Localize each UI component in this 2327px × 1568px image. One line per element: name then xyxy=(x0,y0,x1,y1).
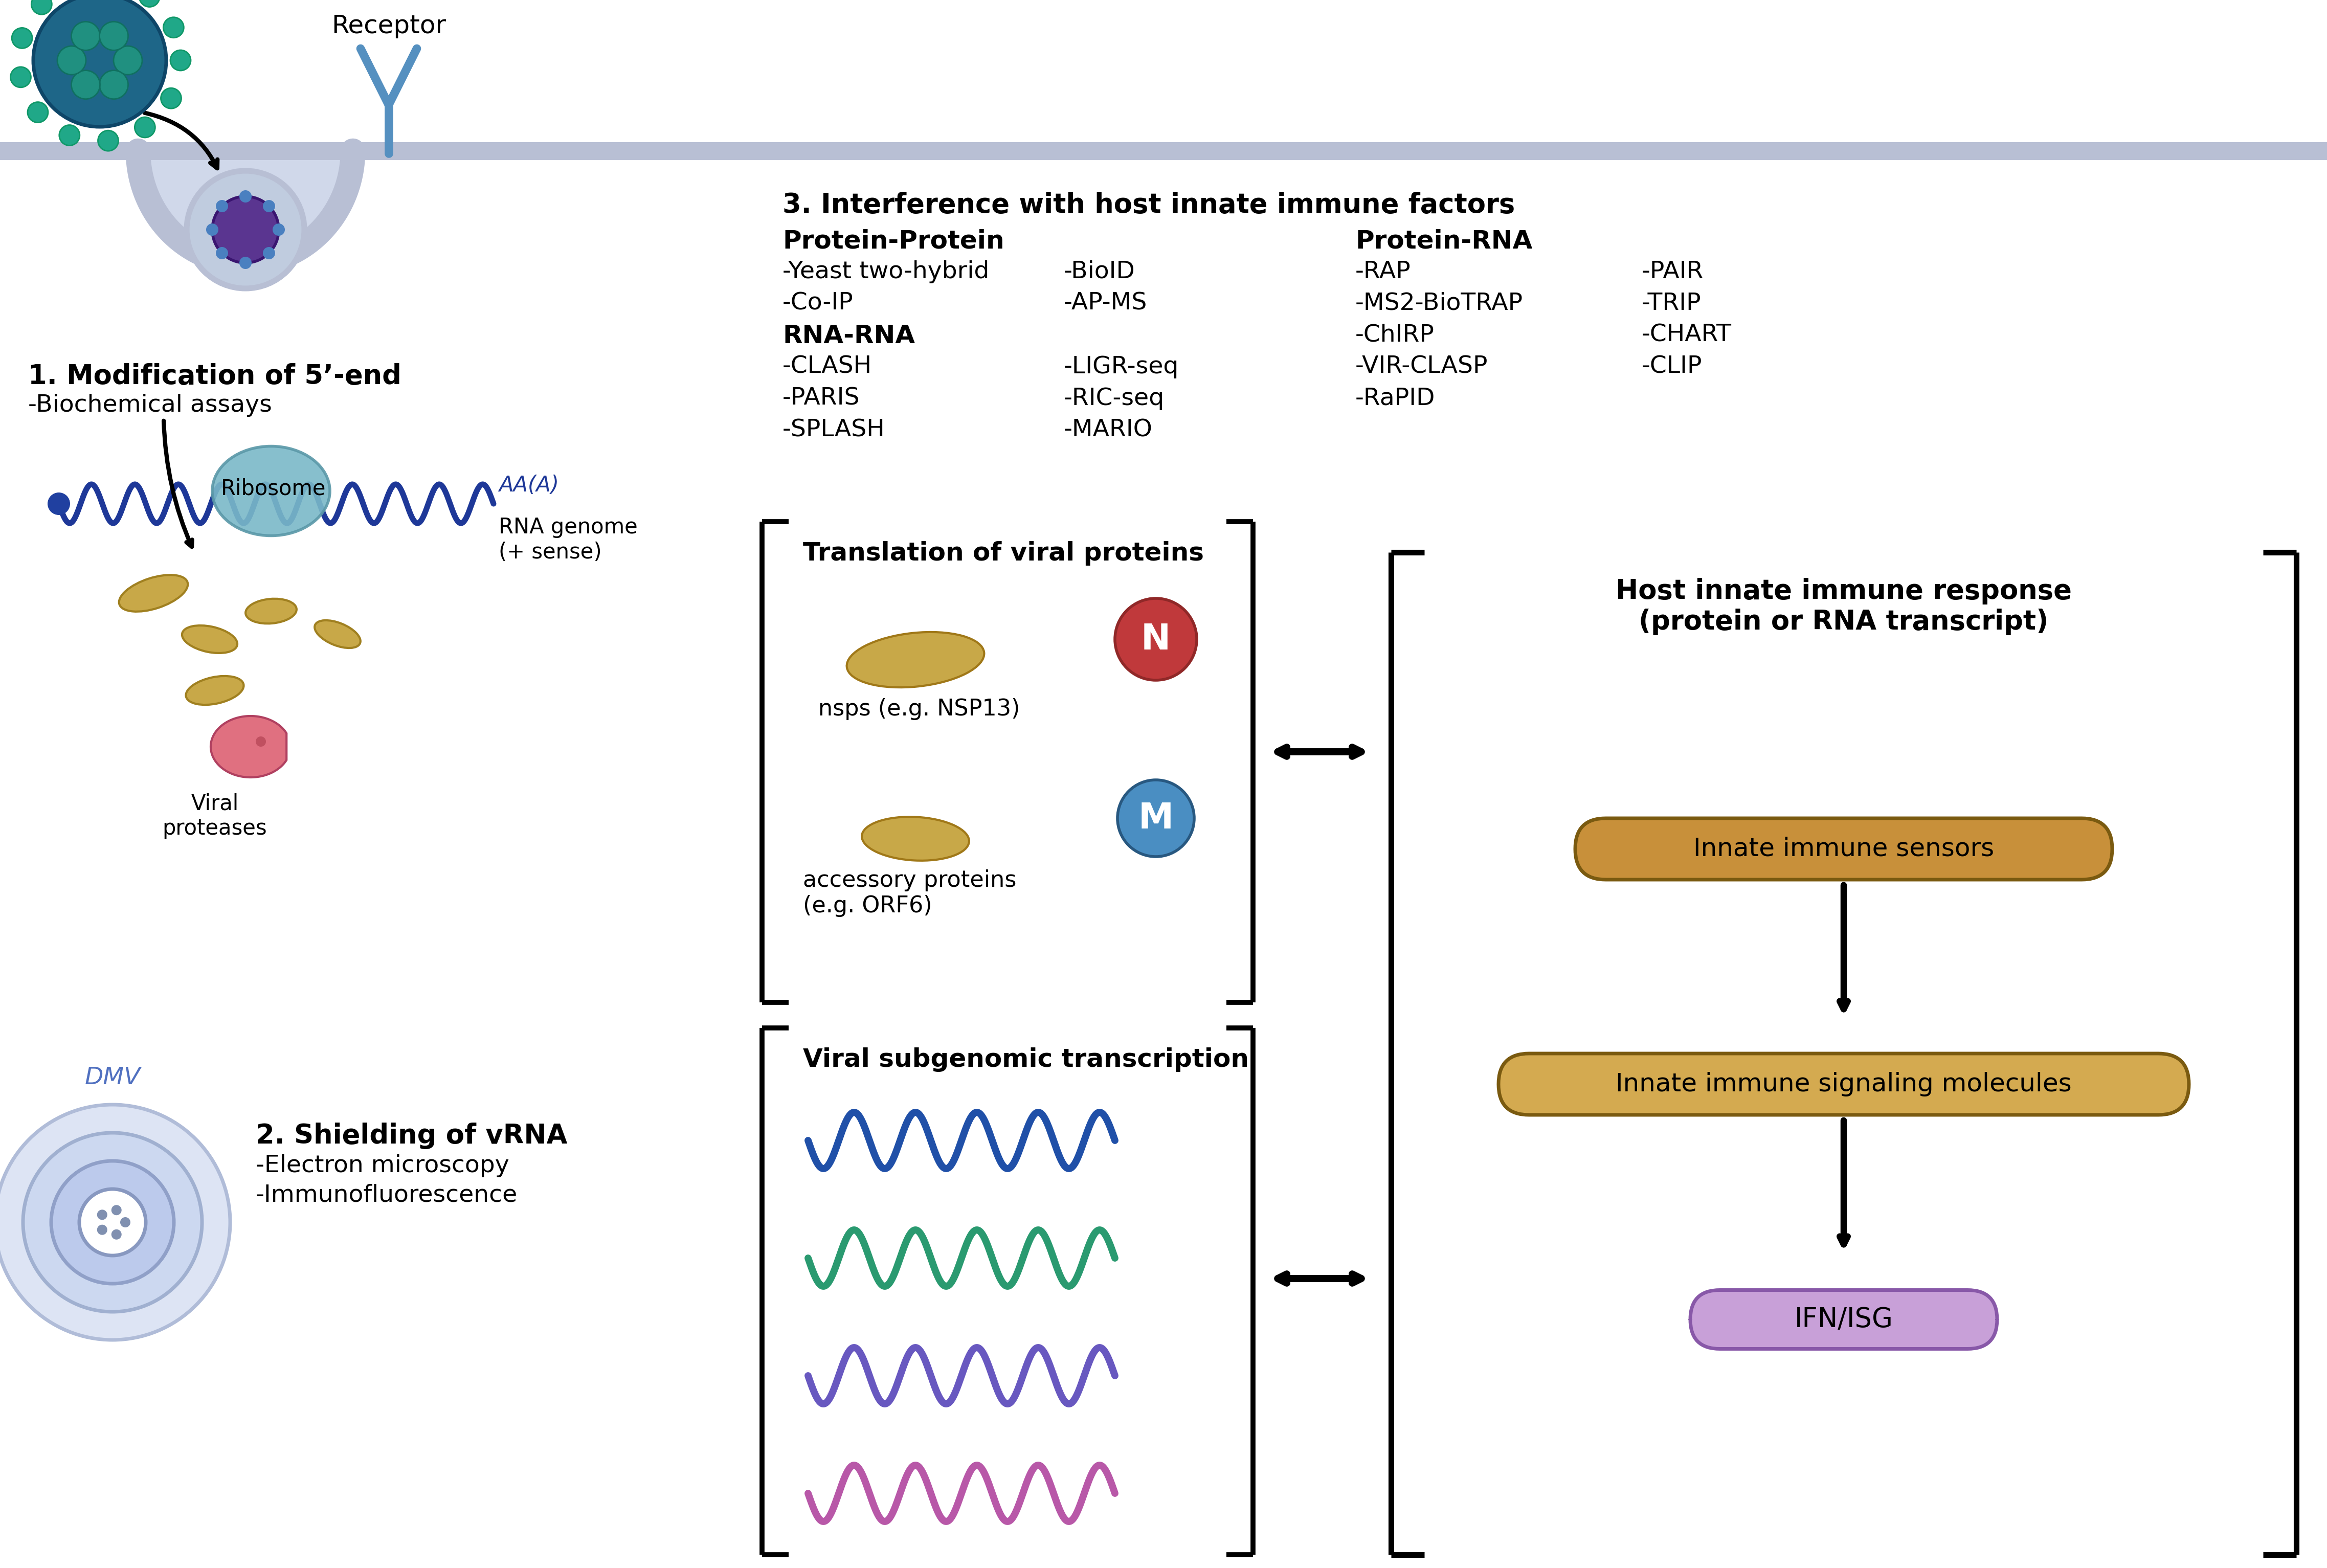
Text: -SPLASH: -SPLASH xyxy=(782,419,884,442)
Circle shape xyxy=(79,1189,147,1256)
Text: -RAP: -RAP xyxy=(1354,260,1410,284)
Text: -BioID: -BioID xyxy=(1063,260,1136,284)
Text: -MARIO: -MARIO xyxy=(1063,419,1152,442)
Circle shape xyxy=(30,0,51,14)
Text: Translation of viral proteins: Translation of viral proteins xyxy=(803,541,1203,566)
Text: -TRIP: -TRIP xyxy=(1641,292,1701,315)
Text: -ChIRP: -ChIRP xyxy=(1354,323,1433,347)
Text: RNA-RNA: RNA-RNA xyxy=(782,323,915,348)
Text: accessory proteins
(e.g. ORF6): accessory proteins (e.g. ORF6) xyxy=(803,869,1017,917)
Text: 1. Modification of 5’-end: 1. Modification of 5’-end xyxy=(28,364,400,390)
Text: Protein-Protein: Protein-Protein xyxy=(782,229,1005,252)
Circle shape xyxy=(0,1105,230,1341)
Circle shape xyxy=(72,22,100,50)
Circle shape xyxy=(1117,779,1194,856)
Text: -MS2-BioTRAP: -MS2-BioTRAP xyxy=(1354,292,1524,315)
Text: -Yeast two-hybrid: -Yeast two-hybrid xyxy=(782,260,989,284)
Text: Innate immune signaling molecules: Innate immune signaling molecules xyxy=(1615,1073,2071,1096)
Text: Viral subgenomic transcription: Viral subgenomic transcription xyxy=(803,1047,1250,1073)
Circle shape xyxy=(272,224,284,235)
Text: 3. Interference with host innate immune factors: 3. Interference with host innate immune … xyxy=(782,191,1515,218)
Ellipse shape xyxy=(861,817,968,861)
Text: -CLIP: -CLIP xyxy=(1641,356,1703,378)
Circle shape xyxy=(58,125,79,146)
Text: Ribosome: Ribosome xyxy=(221,478,326,499)
Ellipse shape xyxy=(186,676,244,704)
FancyBboxPatch shape xyxy=(1575,818,2113,880)
Circle shape xyxy=(72,71,100,99)
Circle shape xyxy=(98,1225,107,1236)
Circle shape xyxy=(47,492,70,514)
Circle shape xyxy=(207,224,219,235)
Circle shape xyxy=(23,1132,202,1312)
Text: DMV: DMV xyxy=(84,1066,140,1090)
Circle shape xyxy=(112,1206,121,1215)
Polygon shape xyxy=(212,717,286,778)
Text: Protein-RNA: Protein-RNA xyxy=(1354,229,1533,252)
Circle shape xyxy=(1115,599,1196,681)
Text: -VIR-CLASP: -VIR-CLASP xyxy=(1354,356,1487,378)
Text: -AP-MS: -AP-MS xyxy=(1063,292,1147,315)
Text: nsps (e.g. NSP13): nsps (e.g. NSP13) xyxy=(819,698,1019,720)
Text: -RaPID: -RaPID xyxy=(1354,387,1436,411)
Circle shape xyxy=(28,102,49,122)
FancyBboxPatch shape xyxy=(1689,1290,1997,1348)
Circle shape xyxy=(216,248,228,259)
Circle shape xyxy=(140,0,161,6)
Circle shape xyxy=(98,1209,107,1220)
Circle shape xyxy=(186,171,305,289)
Circle shape xyxy=(33,0,165,127)
Text: RNA genome
(+ sense): RNA genome (+ sense) xyxy=(498,516,638,563)
Ellipse shape xyxy=(119,575,188,612)
Text: M: M xyxy=(1138,801,1173,836)
Text: AA(A): AA(A) xyxy=(498,475,558,495)
FancyBboxPatch shape xyxy=(1499,1054,2190,1115)
Circle shape xyxy=(12,28,33,49)
Text: Viral
proteases: Viral proteases xyxy=(163,793,268,839)
Text: -CHART: -CHART xyxy=(1641,323,1731,347)
Text: Host innate immune response
(protein or RNA transcript): Host innate immune response (protein or … xyxy=(1615,579,2071,635)
Text: 2. Shielding of vRNA: 2. Shielding of vRNA xyxy=(256,1123,568,1149)
Text: -Immunofluorescence: -Immunofluorescence xyxy=(256,1184,517,1207)
Text: Innate immune sensors: Innate immune sensors xyxy=(1694,837,1994,861)
Circle shape xyxy=(98,130,119,151)
Ellipse shape xyxy=(182,626,237,654)
Circle shape xyxy=(170,50,191,71)
Circle shape xyxy=(240,190,251,202)
Ellipse shape xyxy=(314,621,361,648)
Circle shape xyxy=(216,201,228,212)
Circle shape xyxy=(58,45,86,75)
Ellipse shape xyxy=(212,447,330,536)
Circle shape xyxy=(256,737,265,746)
Circle shape xyxy=(100,71,128,99)
Text: -CLASH: -CLASH xyxy=(782,356,873,378)
Circle shape xyxy=(112,1229,121,1240)
Circle shape xyxy=(161,88,182,108)
Circle shape xyxy=(135,118,156,138)
Text: -PARIS: -PARIS xyxy=(782,387,861,411)
Circle shape xyxy=(240,257,251,270)
Circle shape xyxy=(163,17,184,38)
Circle shape xyxy=(100,22,128,50)
Circle shape xyxy=(9,67,30,88)
Ellipse shape xyxy=(247,599,296,624)
Circle shape xyxy=(114,45,142,75)
Text: N: N xyxy=(1140,622,1170,657)
Text: -Co-IP: -Co-IP xyxy=(782,292,854,315)
Circle shape xyxy=(263,248,275,259)
Bar xyxy=(0,143,2327,160)
Text: -RIC-seq: -RIC-seq xyxy=(1063,387,1164,411)
Circle shape xyxy=(51,1160,175,1284)
Text: -LIGR-seq: -LIGR-seq xyxy=(1063,356,1180,378)
Circle shape xyxy=(263,201,275,212)
Text: IFN/ISG: IFN/ISG xyxy=(1794,1306,1894,1333)
Text: -PAIR: -PAIR xyxy=(1641,260,1703,284)
Text: -Biochemical assays: -Biochemical assays xyxy=(28,394,272,417)
Circle shape xyxy=(212,196,279,263)
Text: Receptor: Receptor xyxy=(330,14,447,38)
Text: -Electron microscopy: -Electron microscopy xyxy=(256,1154,510,1178)
Circle shape xyxy=(121,1217,130,1228)
Ellipse shape xyxy=(847,632,984,687)
